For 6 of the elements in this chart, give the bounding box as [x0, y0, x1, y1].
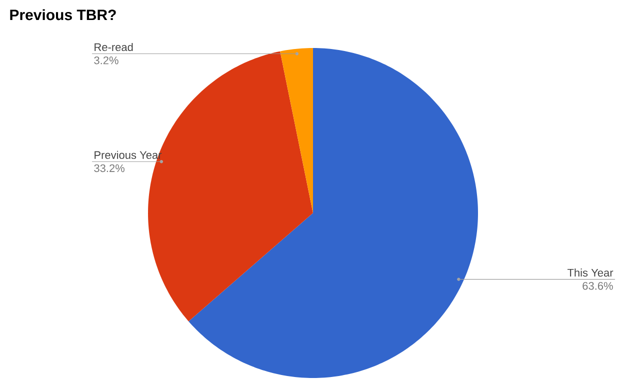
data-label: 63.6% — [582, 282, 613, 290]
chart-title: Previous TBR? — [10, 9, 116, 20]
data-label: 33.2% — [94, 164, 124, 172]
slice-label: Re-read — [94, 42, 133, 52]
data-label: 3.2% — [94, 56, 118, 64]
slice-label: This Year — [567, 268, 614, 277]
